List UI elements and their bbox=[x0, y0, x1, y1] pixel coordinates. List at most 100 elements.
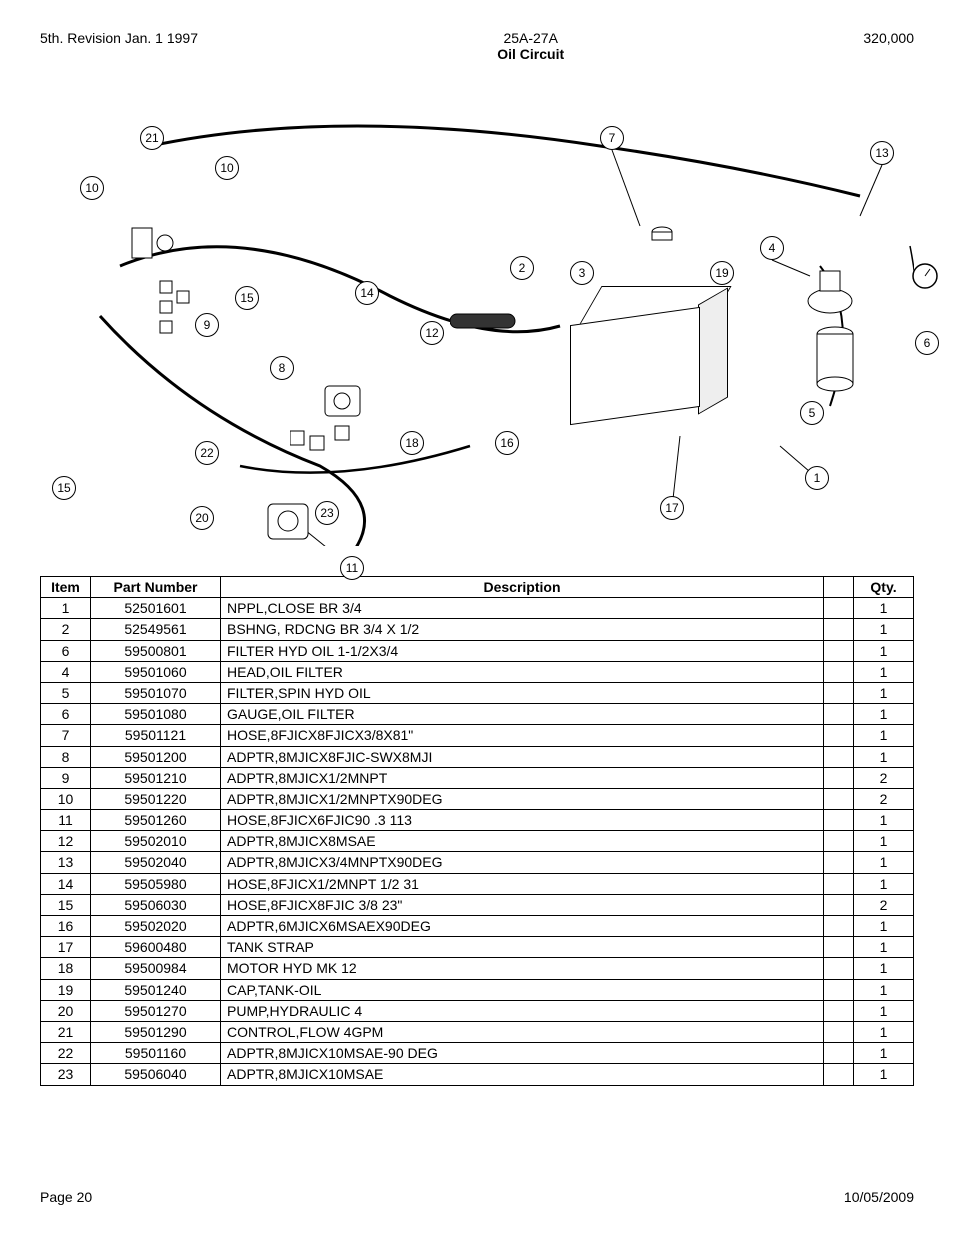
cell: CONTROL,FLOW 4GPM bbox=[221, 1021, 824, 1042]
cell: 1 bbox=[854, 831, 914, 852]
page-footer: Page 20 10/05/2009 bbox=[40, 1189, 914, 1205]
cell: 1 bbox=[854, 916, 914, 937]
cell bbox=[824, 725, 854, 746]
callout-21: 21 bbox=[140, 126, 164, 150]
flow-control bbox=[130, 226, 180, 271]
callout-7: 7 bbox=[600, 126, 624, 150]
cell: 59501220 bbox=[91, 788, 221, 809]
callout-5: 5 bbox=[800, 401, 824, 425]
footer-page: Page 20 bbox=[40, 1189, 92, 1205]
cell: 9 bbox=[41, 767, 91, 788]
cell: 59501160 bbox=[91, 1043, 221, 1064]
cell: 59506040 bbox=[91, 1064, 221, 1085]
table-row: 859501200ADPTR,8MJICX8FJIC-SWX8MJI1 bbox=[41, 746, 914, 767]
cell: ADPTR,8MJICX8MSAE bbox=[221, 831, 824, 852]
table-row: 1959501240CAP,TANK-OIL1 bbox=[41, 979, 914, 1000]
table-row: 659501080GAUGE,OIL FILTER1 bbox=[41, 704, 914, 725]
cell: 1 bbox=[854, 725, 914, 746]
page-header: 5th. Revision Jan. 1 1997 25A-27A Oil Ci… bbox=[40, 30, 914, 62]
cell bbox=[824, 767, 854, 788]
table-row: 1159501260HOSE,8FJICX6FJIC90 .3 1131 bbox=[41, 810, 914, 831]
cell: 59505980 bbox=[91, 873, 221, 894]
exploded-diagram: 2110713104231915146129851816221152023171… bbox=[40, 66, 914, 546]
callout-2: 2 bbox=[510, 256, 534, 280]
col-partnum: Part Number bbox=[91, 577, 221, 598]
cell bbox=[824, 831, 854, 852]
parts-table: Item Part Number Description Qty. 152501… bbox=[40, 576, 914, 1086]
cell: HOSE,8FJICX8FJICX3/8X81" bbox=[221, 725, 824, 746]
table-row: 2059501270PUMP,HYDRAULIC 41 bbox=[41, 1000, 914, 1021]
cell bbox=[824, 810, 854, 831]
callout-19: 19 bbox=[710, 261, 734, 285]
cell: 1 bbox=[854, 682, 914, 703]
cell bbox=[824, 704, 854, 725]
cell: 1 bbox=[854, 704, 914, 725]
header-revision: 5th. Revision Jan. 1 1997 bbox=[40, 30, 198, 62]
cell: NPPL,CLOSE BR 3/4 bbox=[221, 598, 824, 619]
cell: 13 bbox=[41, 852, 91, 873]
cell: HOSE,8FJICX8FJIC 3/8 23" bbox=[221, 894, 824, 915]
cell: GAUGE,OIL FILTER bbox=[221, 704, 824, 725]
cell: 1 bbox=[854, 937, 914, 958]
callout-6: 6 bbox=[915, 331, 939, 355]
cell: 52501601 bbox=[91, 598, 221, 619]
cell bbox=[824, 640, 854, 661]
cell: HEAD,OIL FILTER bbox=[221, 661, 824, 682]
cell: ADPTR,8MJICX1/2MNPTX90DEG bbox=[221, 788, 824, 809]
cell: 1 bbox=[854, 810, 914, 831]
cell bbox=[824, 1021, 854, 1042]
table-row: 1459505980HOSE,8FJICX1/2MNPT 1/2 311 bbox=[41, 873, 914, 894]
cell: BSHNG, RDCNG BR 3/4 X 1/2 bbox=[221, 619, 824, 640]
table-row: 2359506040ADPTR,8MJICX10MSAE1 bbox=[41, 1064, 914, 1085]
cell: 19 bbox=[41, 979, 91, 1000]
callout-10: 10 bbox=[80, 176, 104, 200]
table-row: 959501210ADPTR,8MJICX1/2MNPT2 bbox=[41, 767, 914, 788]
callout-9: 9 bbox=[195, 313, 219, 337]
cell bbox=[824, 598, 854, 619]
callout-15: 15 bbox=[52, 476, 76, 500]
cell: 15 bbox=[41, 894, 91, 915]
cell: 1 bbox=[854, 958, 914, 979]
cell: 59502010 bbox=[91, 831, 221, 852]
cell: 22 bbox=[41, 1043, 91, 1064]
cell: 16 bbox=[41, 916, 91, 937]
cell: TANK STRAP bbox=[221, 937, 824, 958]
cell: 1 bbox=[854, 619, 914, 640]
header-model: 320,000 bbox=[863, 30, 914, 62]
cell: 1 bbox=[854, 598, 914, 619]
tank-cap bbox=[650, 226, 674, 251]
cell: 2 bbox=[854, 894, 914, 915]
cell: 59500801 bbox=[91, 640, 221, 661]
cell bbox=[824, 979, 854, 1000]
cell: 59502020 bbox=[91, 916, 221, 937]
cell: HOSE,8FJICX1/2MNPT 1/2 31 bbox=[221, 873, 824, 894]
cell: 7 bbox=[41, 725, 91, 746]
cell bbox=[824, 937, 854, 958]
cell: 2 bbox=[854, 788, 914, 809]
cell: 59600480 bbox=[91, 937, 221, 958]
cell: 59506030 bbox=[91, 894, 221, 915]
cell: 52549561 bbox=[91, 619, 221, 640]
cell: 59501060 bbox=[91, 661, 221, 682]
cell: 23 bbox=[41, 1064, 91, 1085]
cell: 5 bbox=[41, 682, 91, 703]
cell: 1 bbox=[854, 852, 914, 873]
table-row: 1759600480TANK STRAP 1 bbox=[41, 937, 914, 958]
col-blank bbox=[824, 577, 854, 598]
cell: 17 bbox=[41, 937, 91, 958]
cell bbox=[824, 682, 854, 703]
cell: 18 bbox=[41, 958, 91, 979]
cell: 59501200 bbox=[91, 746, 221, 767]
cell: PUMP,HYDRAULIC 4 bbox=[221, 1000, 824, 1021]
cell: 59501121 bbox=[91, 725, 221, 746]
cell: 1 bbox=[854, 1064, 914, 1085]
cell bbox=[824, 894, 854, 915]
cell: 59501070 bbox=[91, 682, 221, 703]
cell: 6 bbox=[41, 704, 91, 725]
cell bbox=[824, 916, 854, 937]
cell: 59501210 bbox=[91, 767, 221, 788]
table-row: 559501070FILTER,SPIN HYD OIL1 bbox=[41, 682, 914, 703]
cell: 1 bbox=[854, 1043, 914, 1064]
callout-1: 1 bbox=[805, 466, 829, 490]
callout-16: 16 bbox=[495, 431, 519, 455]
